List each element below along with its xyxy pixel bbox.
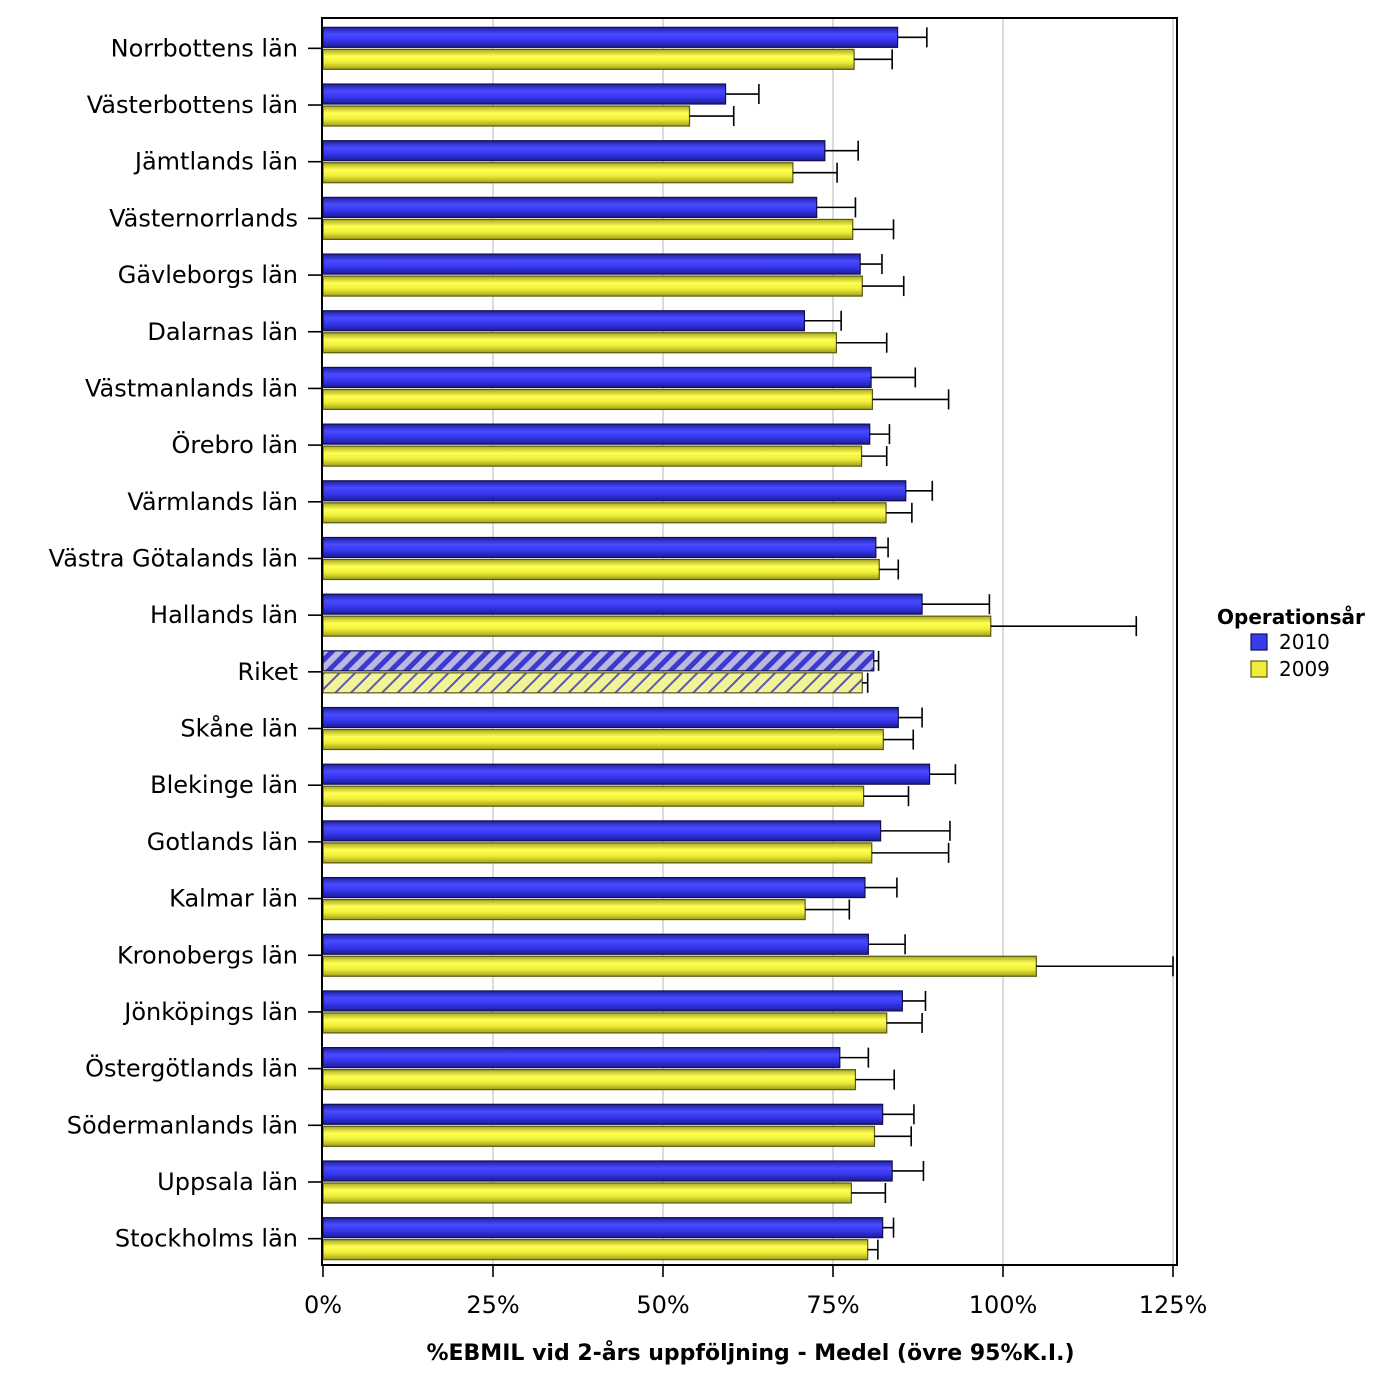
category-label: Hallands län bbox=[150, 601, 298, 629]
x-tick-label: 25% bbox=[466, 1291, 519, 1319]
bar-2009-5 bbox=[322, 275, 863, 297]
category-label: Gävleborgs län bbox=[118, 261, 298, 289]
bar-2009-1 bbox=[322, 48, 855, 70]
bar-2009-8 bbox=[322, 445, 863, 467]
x-tick-label: 75% bbox=[806, 1291, 859, 1319]
bar-2010-7 bbox=[322, 366, 872, 389]
bar-2010-16 bbox=[322, 876, 866, 899]
plot-frame bbox=[321, 17, 1178, 1266]
category-label: Norrbottens län bbox=[111, 34, 298, 62]
bar-2009-9 bbox=[322, 502, 887, 524]
bar-2009-20 bbox=[322, 1125, 876, 1147]
bar-2009-3 bbox=[322, 162, 794, 184]
bar-2010-10 bbox=[322, 536, 877, 559]
category-label: Kalmar län bbox=[169, 885, 298, 913]
bar-2009-19 bbox=[322, 1069, 857, 1091]
bar-2010-9 bbox=[322, 480, 907, 502]
category-label: Västra Götalands län bbox=[49, 544, 298, 572]
bar-2010-4 bbox=[322, 196, 818, 218]
bar-2010-12 bbox=[322, 650, 875, 672]
legend-swatch-2010 bbox=[1250, 633, 1268, 651]
bar-2010-2 bbox=[322, 83, 727, 105]
category-label: Jämtlands län bbox=[133, 148, 298, 176]
bar-2010-11 bbox=[322, 593, 923, 615]
category-label: Västernorrlands bbox=[109, 204, 298, 232]
legend-label-2010: 2010 bbox=[1279, 630, 1330, 654]
bar-2010-5 bbox=[322, 253, 861, 275]
category-label: Västmanlands län bbox=[85, 374, 298, 402]
bar-2010-20 bbox=[322, 1103, 884, 1125]
bar-2010-19 bbox=[322, 1047, 841, 1069]
category-label: Örebro län bbox=[172, 430, 298, 459]
bar-2010-15 bbox=[322, 820, 882, 842]
bar-2009-18 bbox=[322, 1012, 888, 1034]
category-label: Gotlands län bbox=[147, 828, 298, 856]
category-label: Skåne län bbox=[180, 714, 298, 743]
bar-2009-6 bbox=[322, 332, 838, 354]
bar-2010-8 bbox=[322, 423, 871, 445]
x-axis-title: %EBMIL vid 2-års uppföljning - Medel (öv… bbox=[426, 1340, 1074, 1366]
bar-2009-15 bbox=[322, 842, 873, 864]
category-label: Uppsala län bbox=[157, 1168, 298, 1196]
legend-label-2009: 2009 bbox=[1279, 657, 1330, 681]
category-label: Kronobergs län bbox=[117, 941, 298, 969]
category-label: Riket bbox=[237, 658, 298, 686]
bar-2010-17 bbox=[322, 933, 869, 955]
bar-2009-21 bbox=[322, 1182, 852, 1204]
bar-2010-1 bbox=[322, 26, 899, 48]
bar-2009-7 bbox=[322, 388, 874, 411]
category-label: Östergötlands län bbox=[85, 1054, 298, 1083]
bars bbox=[322, 26, 1037, 1261]
x-tick-label: 100% bbox=[969, 1291, 1038, 1319]
category-label: Jönköpings län bbox=[122, 998, 298, 1026]
bar-2009-4 bbox=[322, 218, 854, 240]
legend-swatch-2009 bbox=[1250, 660, 1268, 678]
category-label: Blekinge län bbox=[150, 771, 298, 799]
bar-2010-18 bbox=[322, 990, 903, 1012]
x-tick-label: 125% bbox=[1139, 1291, 1208, 1319]
category-label: Värmlands län bbox=[127, 488, 298, 516]
bar-2009-2 bbox=[322, 105, 691, 127]
y-axis: Norrbottens län Västerbottens län Jämtland… bbox=[49, 34, 322, 1253]
category-label: Stockholms län bbox=[115, 1225, 298, 1253]
bar-2010-6 bbox=[322, 310, 806, 332]
bar-2009-13 bbox=[322, 728, 884, 751]
x-axis: 0% 25% 50% 75% 100% 125% bbox=[304, 1265, 1207, 1319]
bar-2010-22 bbox=[322, 1217, 884, 1239]
bar-2010-3 bbox=[322, 140, 826, 162]
legend-title: Operationsår bbox=[1217, 605, 1365, 629]
bar-2010-21 bbox=[322, 1160, 893, 1182]
bar-2009-17 bbox=[322, 955, 1037, 977]
bar-2010-13 bbox=[322, 706, 899, 729]
legend: Operationsår 2010 2009 bbox=[1217, 605, 1365, 681]
bar-2009-22 bbox=[322, 1239, 869, 1261]
bar-2009-16 bbox=[322, 898, 806, 921]
bar-2009-10 bbox=[322, 558, 880, 581]
bar-2010-14 bbox=[322, 763, 931, 785]
category-label: Dalarnas län bbox=[147, 318, 298, 346]
bar-2009-12 bbox=[322, 672, 863, 694]
bar-2009-14 bbox=[322, 785, 865, 807]
category-label: Västerbottens län bbox=[87, 91, 298, 119]
bar-2009-11 bbox=[322, 615, 992, 637]
x-tick-label: 50% bbox=[636, 1291, 689, 1319]
x-tick-label: 0% bbox=[304, 1291, 342, 1319]
error-bars bbox=[689, 27, 1174, 1260]
category-label: Södermanlands län bbox=[67, 1111, 298, 1139]
